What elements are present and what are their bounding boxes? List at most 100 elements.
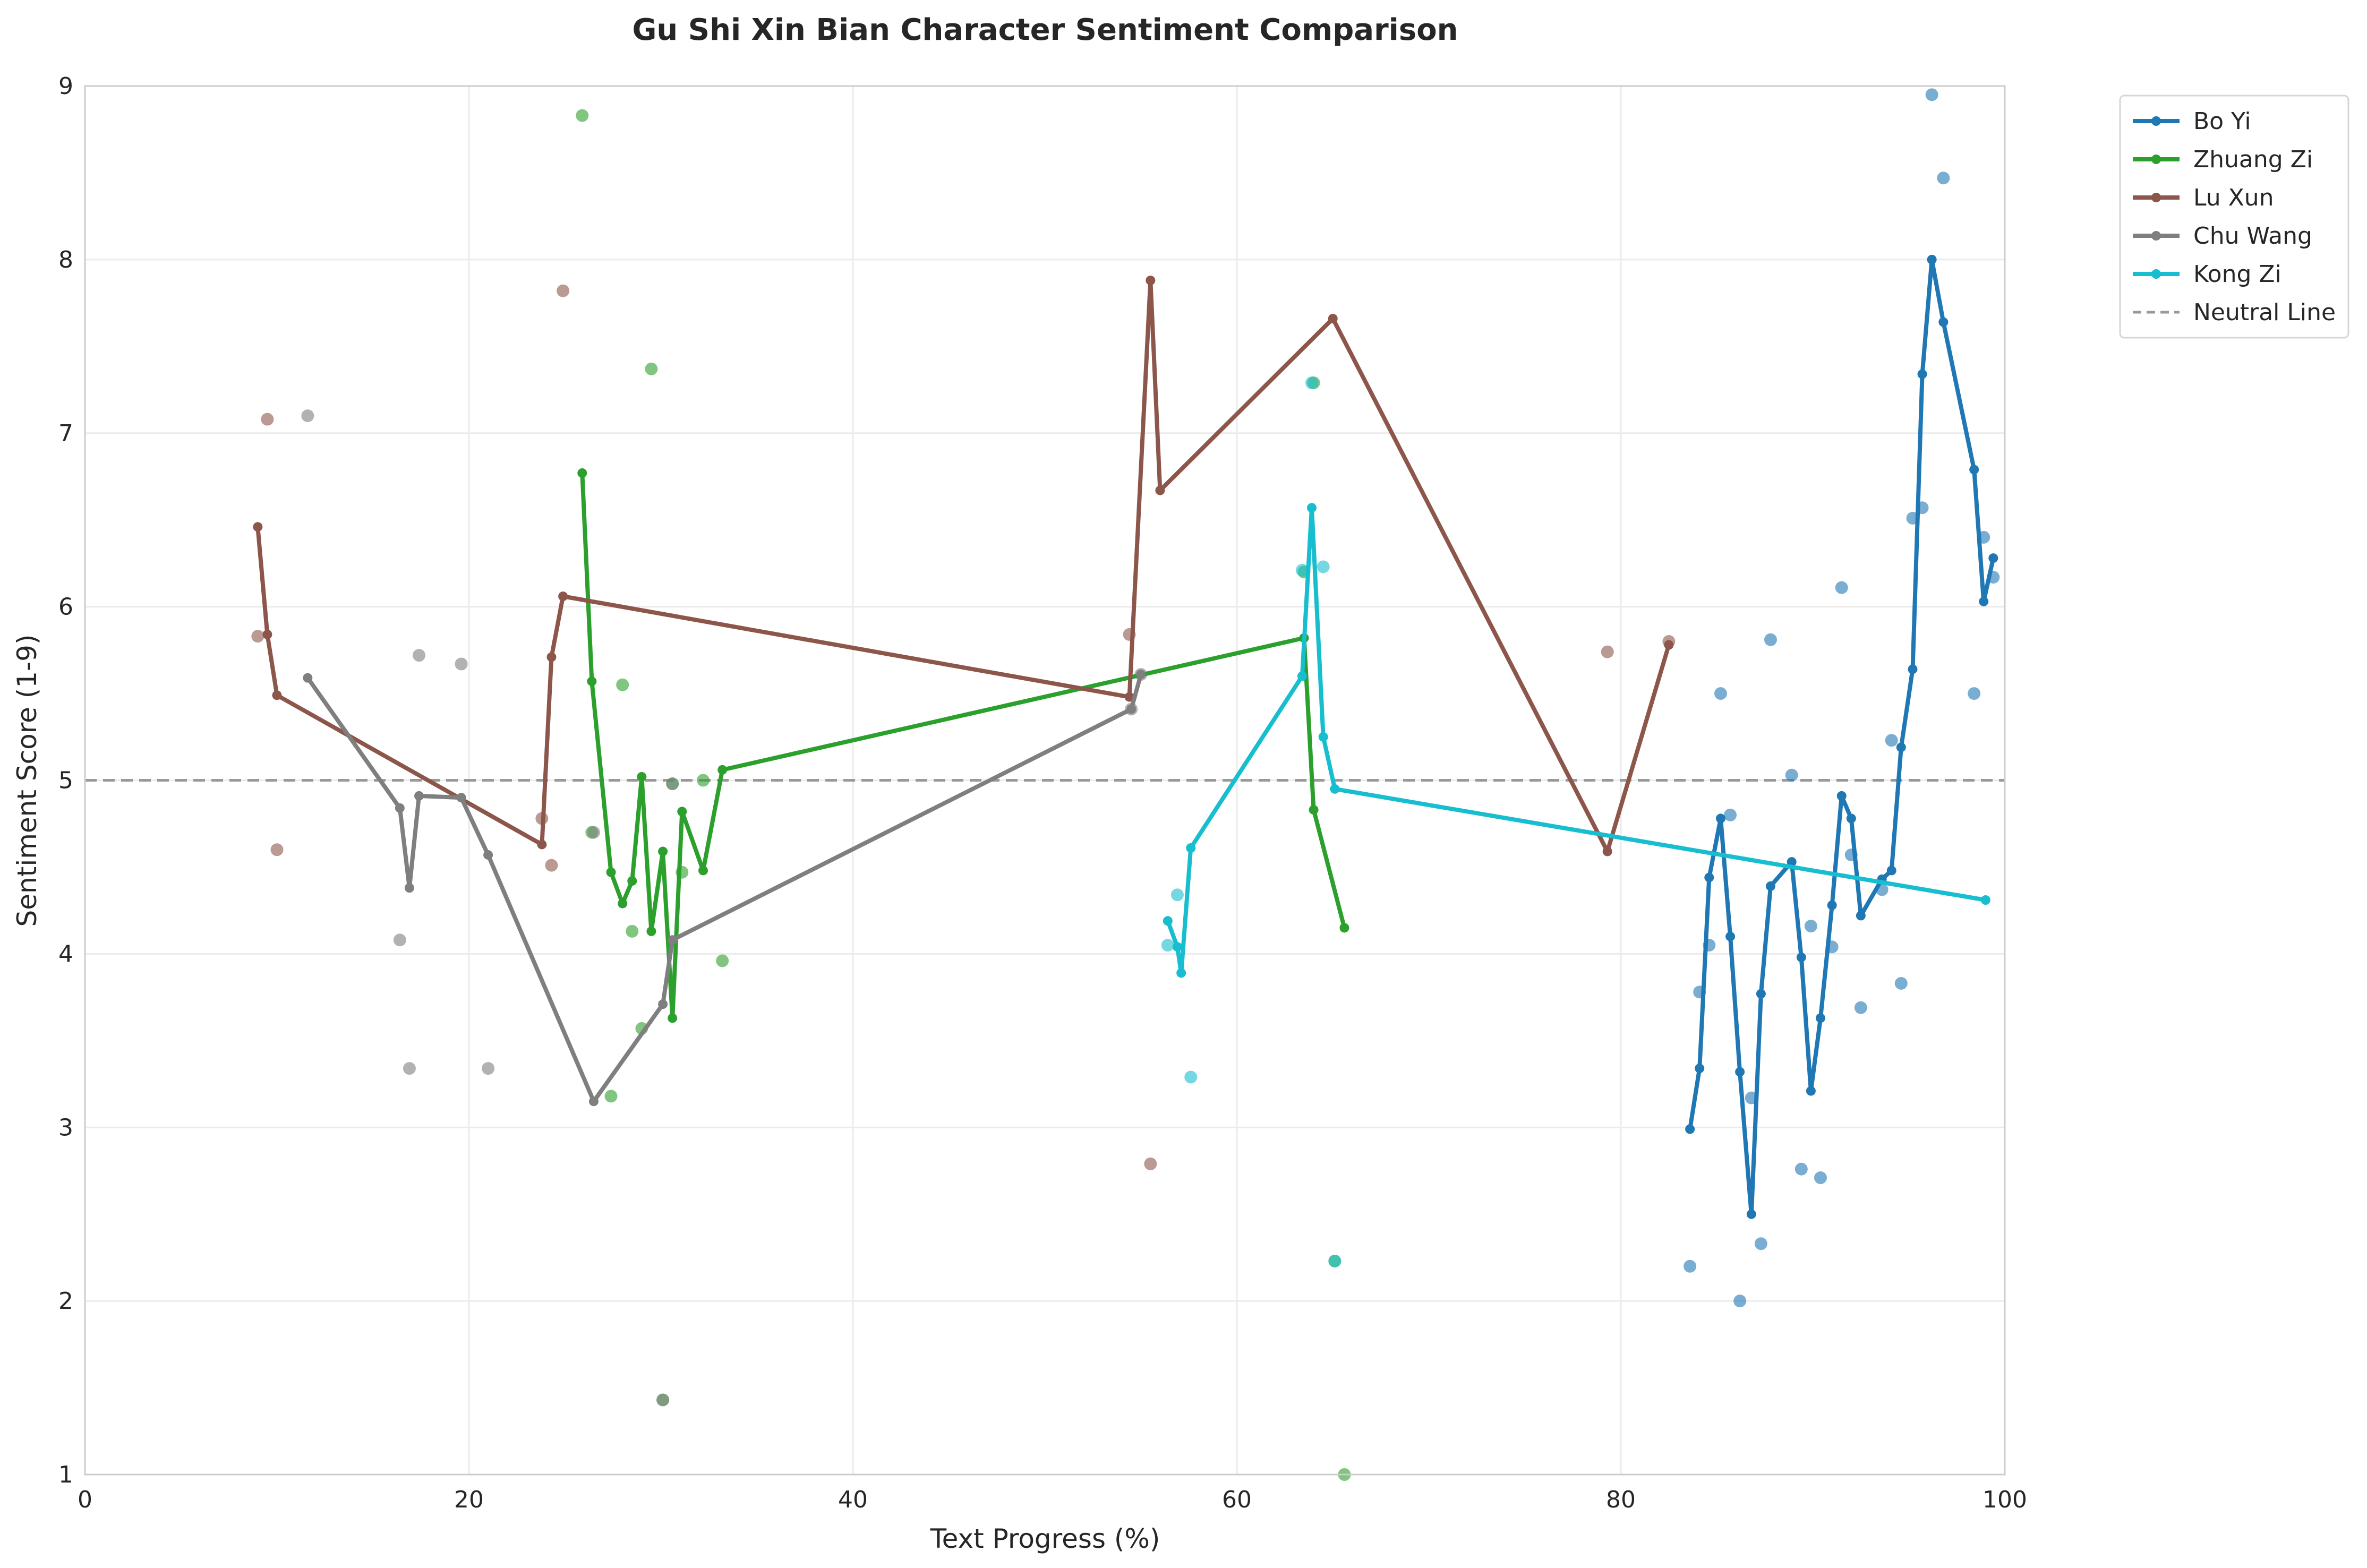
zhuang-zi-line-marker (627, 876, 637, 886)
legend-label-neutral-line: Neutral Line (2193, 299, 2336, 326)
bo-yi-line-marker (1979, 596, 1989, 606)
bo-yi-line-marker (1856, 911, 1866, 921)
kong-zi-scatter-point (1170, 888, 1184, 902)
zhuang-zi-scatter-point (697, 774, 710, 787)
chu-wang-line-marker (303, 673, 313, 683)
y-tick-label: 4 (58, 940, 73, 967)
bo-yi-line-marker (1685, 1124, 1695, 1134)
bo-yi-scatter-point (1684, 1259, 1697, 1273)
lu-xun-line-marker (272, 690, 282, 700)
lu-xun-scatter-point (270, 843, 284, 856)
zhuang-zi-scatter-point (576, 109, 589, 122)
y-tick-label: 3 (58, 1114, 73, 1141)
chu-wang-scatter-point (587, 826, 600, 839)
bo-yi-line-marker (1815, 1013, 1825, 1023)
chu-wang-scatter-point (393, 933, 406, 947)
y-tick-label: 8 (58, 246, 73, 273)
chu-wang-scatter-point (666, 777, 679, 791)
chu-wang-line-marker (1126, 704, 1136, 714)
legend-marker-bo-yi (2151, 116, 2161, 126)
lu-xun-scatter-point (1144, 1157, 1157, 1170)
bo-yi-line-marker (1735, 1067, 1745, 1077)
bo-yi-line-marker (1969, 465, 1979, 475)
lu-xun-line (255, 278, 1671, 854)
bo-yi-scatter-point (1814, 1171, 1827, 1185)
lu-xun-line-marker (1155, 485, 1165, 495)
kong-zi-scatter-point (1161, 939, 1174, 952)
zhuang-zi-line-marker (717, 765, 728, 775)
chu-wang-line-marker (395, 803, 405, 813)
plot-frame (84, 85, 2006, 1476)
bo-yi-line-marker (1846, 813, 1856, 824)
bo-yi-line-marker (1908, 664, 1918, 674)
y-tick-label: 1 (58, 1461, 73, 1488)
lu-xun-scatter-point (251, 630, 264, 643)
x-tick-label: 100 (1983, 1486, 2027, 1513)
lu-xun-line-marker (558, 592, 568, 602)
chu-wang-line-marker (658, 999, 668, 1009)
lu-xun-line-marker (1602, 846, 1612, 856)
zhuang-zi-line-marker (646, 926, 656, 936)
zhuang-zi-scatter-point (616, 678, 629, 691)
chu-wang-line-marker (1136, 670, 1146, 680)
kong-zi-line-marker (1330, 784, 1340, 794)
y-tick-label: 5 (58, 767, 73, 794)
bo-yi-scatter-point (1754, 1237, 1767, 1250)
lu-xun-line-marker (537, 839, 547, 850)
legend-label-chu-wang: Chu Wang (2193, 222, 2312, 250)
lu-xun-scatter-point (557, 284, 570, 297)
lu-xun-scatter-point (1601, 645, 1614, 658)
bo-yi-line-marker (1836, 791, 1847, 801)
kong-zi-line-marker (1980, 895, 1990, 905)
legend-label-bo-yi: Bo Yi (2193, 108, 2251, 135)
bo-yi-scatter-point (1733, 1295, 1747, 1308)
y-tick-label: 9 (58, 73, 73, 100)
bo-yi-scatter-point (1894, 976, 1908, 990)
bo-yi-scatter-point (1764, 633, 1777, 646)
zhuang-zi-line-marker (1309, 805, 1319, 815)
chu-wang-line-marker (588, 1096, 599, 1107)
bo-yi-line-marker (1796, 952, 1806, 962)
lu-xun-line-marker (1146, 276, 1156, 286)
legend-marker-lu-xun (2151, 193, 2161, 202)
bo-yi-line-marker (1938, 317, 1949, 327)
lu-xun-scatter-point (261, 413, 274, 426)
kong-zi-scatter-point (1305, 376, 1318, 389)
chart-title: Gu Shi Xin Bian Character Sentiment Comp… (632, 13, 1458, 47)
legend-box (2119, 95, 2349, 339)
x-tick-label: 20 (454, 1486, 484, 1513)
bo-yi-line-marker (1896, 742, 1906, 752)
zhuang-zi-line-marker (1339, 923, 1349, 933)
x-tick-label: 80 (1606, 1486, 1636, 1513)
zhuang-zi-scatter-point (626, 924, 639, 938)
bo-yi-line-marker (1827, 900, 1837, 910)
bo-yi-scatter-point (1835, 581, 1848, 594)
legend-label-lu-xun: Lu Xun (2193, 184, 2274, 211)
chu-wang-line-marker (483, 850, 493, 860)
bo-yi-line-marker (1806, 1086, 1816, 1096)
bo-yi-scatter-point (1937, 172, 1950, 185)
legend-marker-chu-wang (2151, 231, 2161, 241)
legend-marker-zhuang-zi (2151, 155, 2161, 164)
kong-zi-line-marker (1163, 916, 1173, 926)
bo-yi-scatter-point (1724, 808, 1737, 821)
bo-yi-line-marker (1886, 866, 1896, 876)
zhuang-zi-line-marker (637, 772, 647, 782)
lu-xun-line-marker (262, 629, 272, 639)
zhuang-zi-line-marker (618, 898, 628, 909)
kong-zi-scatter-point (1328, 1254, 1341, 1267)
lu-xun-scatter-point (545, 859, 558, 872)
series-lines (253, 254, 1998, 1219)
chu-wang-scatter-point (482, 1062, 495, 1075)
lu-xun-line-marker (1124, 692, 1134, 702)
bo-yi-scatter-point (1968, 687, 1981, 700)
zhuang-zi-line-marker (668, 1013, 678, 1023)
zhuang-zi-scatter-point (716, 954, 729, 967)
y-tick-label: 7 (58, 420, 73, 447)
chu-wang-scatter-point (656, 1393, 670, 1407)
lu-xun-line-marker (253, 522, 263, 532)
chu-wang-line-marker (668, 935, 678, 945)
bo-yi-scatter-point (1714, 687, 1727, 700)
kong-zi-scatter-point (1184, 1070, 1198, 1084)
zhuang-zi-scatter-point (645, 362, 658, 375)
